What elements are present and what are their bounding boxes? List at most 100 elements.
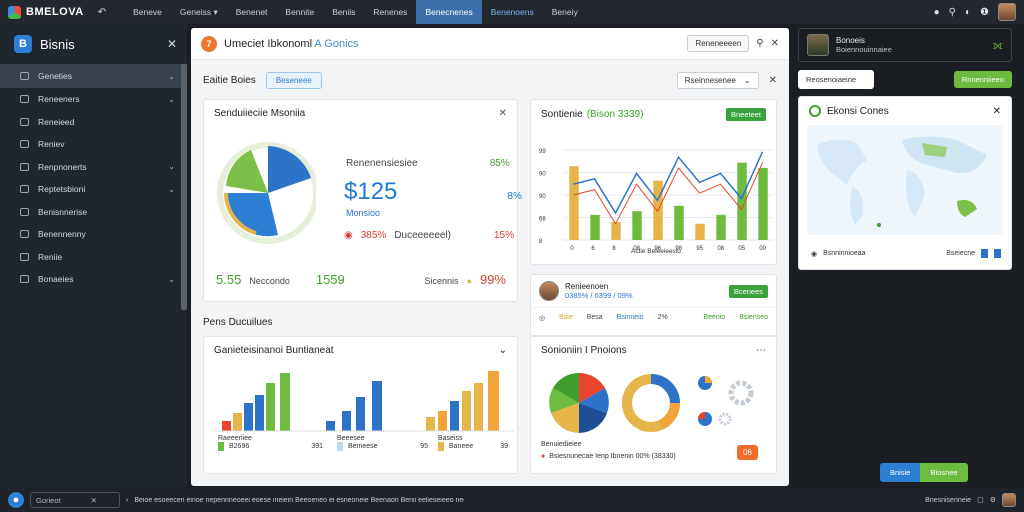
- status-badge[interactable]: Bneeteet: [725, 108, 766, 121]
- pie-charts-card: Sonioniin I Pnoions ⋯ Benuiedieiee ● Bsies…: [530, 336, 777, 474]
- footer-value: 5.55: [216, 272, 242, 287]
- stat-item: Bsienseo: [739, 314, 768, 321]
- more-icon[interactable]: ⋯: [756, 345, 766, 356]
- avatar[interactable]: [998, 3, 1016, 21]
- sidebar-item[interactable]: Bonaeies ⌄: [0, 268, 187, 291]
- back-icon[interactable]: ↶: [97, 6, 107, 18]
- sidebar-item[interactable]: Reneieed: [0, 111, 187, 134]
- right-input[interactable]: Reosenoiaeine: [798, 70, 874, 89]
- status-label: Bnesnisenneie: [925, 496, 972, 504]
- primary-button[interactable]: Bnisie: [880, 463, 921, 482]
- header-button[interactable]: Reneneeeen: [687, 35, 750, 52]
- close-icon[interactable]: ✕: [768, 74, 777, 86]
- kpi-card: Senduiieciie Msoniia ✕ Renenensiesiee 85% …: [203, 99, 522, 302]
- menu-icon: [20, 207, 29, 216]
- close-icon[interactable]: ✕: [992, 105, 1001, 117]
- nav-item[interactable]: Beneiy: [551, 7, 578, 17]
- avatar: [539, 281, 559, 301]
- link-icon[interactable]: ⟗: [992, 37, 1004, 52]
- row-label: Duceeeeeel): [394, 230, 452, 241]
- donut-chart: [622, 374, 681, 432]
- x-tick-label: 0: [570, 246, 574, 252]
- sidebar: B Bisnis ✕ Geneties ⌄ Reneeners ⌄ Reneieed Re…: [0, 24, 187, 488]
- gear-icon[interactable]: ⚙: [989, 497, 996, 504]
- nav-item-active[interactable]: Benecnenes: [416, 0, 482, 24]
- search-input[interactable]: Gorieot ✕: [30, 492, 120, 508]
- search-icon[interactable]: ⚲: [756, 38, 764, 49]
- sidebar-item[interactable]: Reniie: [0, 246, 187, 269]
- x-tick-label: 08: [633, 246, 640, 252]
- sidebar-item[interactable]: Reniev: [0, 133, 187, 156]
- search-icon[interactable]: ⚲: [948, 6, 956, 18]
- sidebar-scrollbar[interactable]: [181, 64, 187, 310]
- chart-bar: [758, 168, 768, 240]
- bar-line-chart-card: Sontienie (Bison 3339) Bneeteet 99 90 90 68 8 0…: [530, 99, 777, 265]
- sidebar-item[interactable]: Geneties ⌄: [0, 64, 187, 88]
- notification-icon[interactable]: ❶: [980, 6, 989, 18]
- stat-item: Bsie: [559, 314, 573, 321]
- right-panel: Bonoeis Boiennouinnaiee ⟗ Reosenoiaeine R…: [798, 28, 1012, 270]
- sidebar-item-label: Reneeners: [38, 94, 80, 105]
- x-tick-label: 08: [717, 246, 724, 252]
- sidebar-item[interactable]: Benennenny: [0, 223, 187, 246]
- nav-item[interactable]: Beniis: [332, 7, 356, 17]
- big-subtitle: Monsioo: [346, 208, 381, 218]
- menu-icon: [20, 95, 29, 104]
- close-icon[interactable]: ✕: [498, 108, 507, 119]
- nav-item[interactable]: Benenoens: [490, 7, 534, 17]
- chevron-down-icon: ⌄: [168, 184, 175, 194]
- sidebar-item[interactable]: Benisnnerise: [0, 201, 187, 224]
- kpi-value: 85%: [489, 158, 510, 169]
- x-tick-label: 05: [738, 246, 745, 252]
- logo-icon: [8, 5, 21, 19]
- close-icon[interactable]: ✕: [770, 38, 779, 49]
- nav-item[interactable]: Beneve: [133, 7, 162, 17]
- avatar[interactable]: [807, 34, 829, 56]
- filter-select[interactable]: Rseinnesenee ⌄: [676, 71, 759, 89]
- filter-bar: Eaitie Boies Beseneee Rseinnesenee ⌄ ✕: [191, 60, 789, 100]
- kpi-label: Renenensiesiee: [346, 158, 418, 169]
- x-tick-label: 6: [591, 246, 595, 252]
- nav-item[interactable]: Geneiss ▾: [179, 7, 218, 17]
- profile-card: Renieenoen 0385% / 0399 / 09% Bcenees ◎ B…: [530, 274, 777, 336]
- map-title: Ekonsi Cones: [827, 105, 889, 117]
- nav-item[interactable]: Renenes: [373, 7, 408, 17]
- bar-group: [222, 373, 290, 431]
- secondary-button[interactable]: Biosnee: [920, 463, 968, 482]
- chevron-down-icon[interactable]: ⌄: [498, 345, 507, 356]
- count-badge[interactable]: 06: [737, 445, 758, 460]
- sidebar-item[interactable]: Renpnonerts ⌄: [0, 156, 187, 179]
- stat-item: Besa: [586, 314, 603, 321]
- nav-item[interactable]: Bennite: [285, 7, 315, 17]
- nav-item[interactable]: Benenet: [235, 7, 268, 17]
- legend-value: Baneee: [449, 443, 474, 450]
- footer-value: 99%: [479, 272, 506, 287]
- mini-pie-icon: [698, 376, 712, 390]
- close-icon[interactable]: ✕: [166, 37, 177, 51]
- sidebar-item[interactable]: Reptetsbioni ⌄: [0, 178, 187, 201]
- right-action-button[interactable]: Rnnenniieeo: [953, 71, 1012, 88]
- start-icon[interactable]: ●: [8, 492, 24, 508]
- footer-value: 1559: [315, 272, 345, 287]
- profile-badge[interactable]: Bcenees: [728, 284, 768, 298]
- bar-chart-card: Ganieteisinanoi Buntianeat ⌄ Raeeeriiee B2…: [203, 336, 518, 474]
- filter-tag[interactable]: Beseneee: [265, 71, 322, 89]
- chevron-right-icon[interactable]: ›: [126, 496, 129, 504]
- help-icon[interactable]: ●: [933, 6, 940, 18]
- legend-count: 95: [420, 443, 428, 450]
- x-axis-label: Actie Beieeieesiu: [631, 248, 681, 255]
- main-panel: 7 Umeciet Ibkonoml A Gonics Reneneeeen ⚲…: [191, 28, 789, 486]
- brand-logo[interactable]: BMELOVA: [8, 5, 84, 19]
- copy-icon[interactable]: ▢: [977, 497, 984, 504]
- world-map[interactable]: [807, 125, 1003, 235]
- status-dot-icon: ●: [541, 453, 546, 460]
- menu-icon: [20, 230, 29, 239]
- settings-icon[interactable]: ◐: [964, 6, 972, 18]
- avatar[interactable]: [1002, 493, 1016, 507]
- chart-line: [573, 151, 764, 215]
- y-tick-label: 90: [539, 194, 546, 200]
- sidebar-item[interactable]: Reneeners ⌄: [0, 88, 187, 111]
- legend-value: Bemeese: [348, 443, 378, 450]
- chart-bar: [590, 214, 600, 240]
- map-card: Ekonsi Cones ✕ ◉ Bsnninnioeaa Bseiecne: [798, 96, 1012, 270]
